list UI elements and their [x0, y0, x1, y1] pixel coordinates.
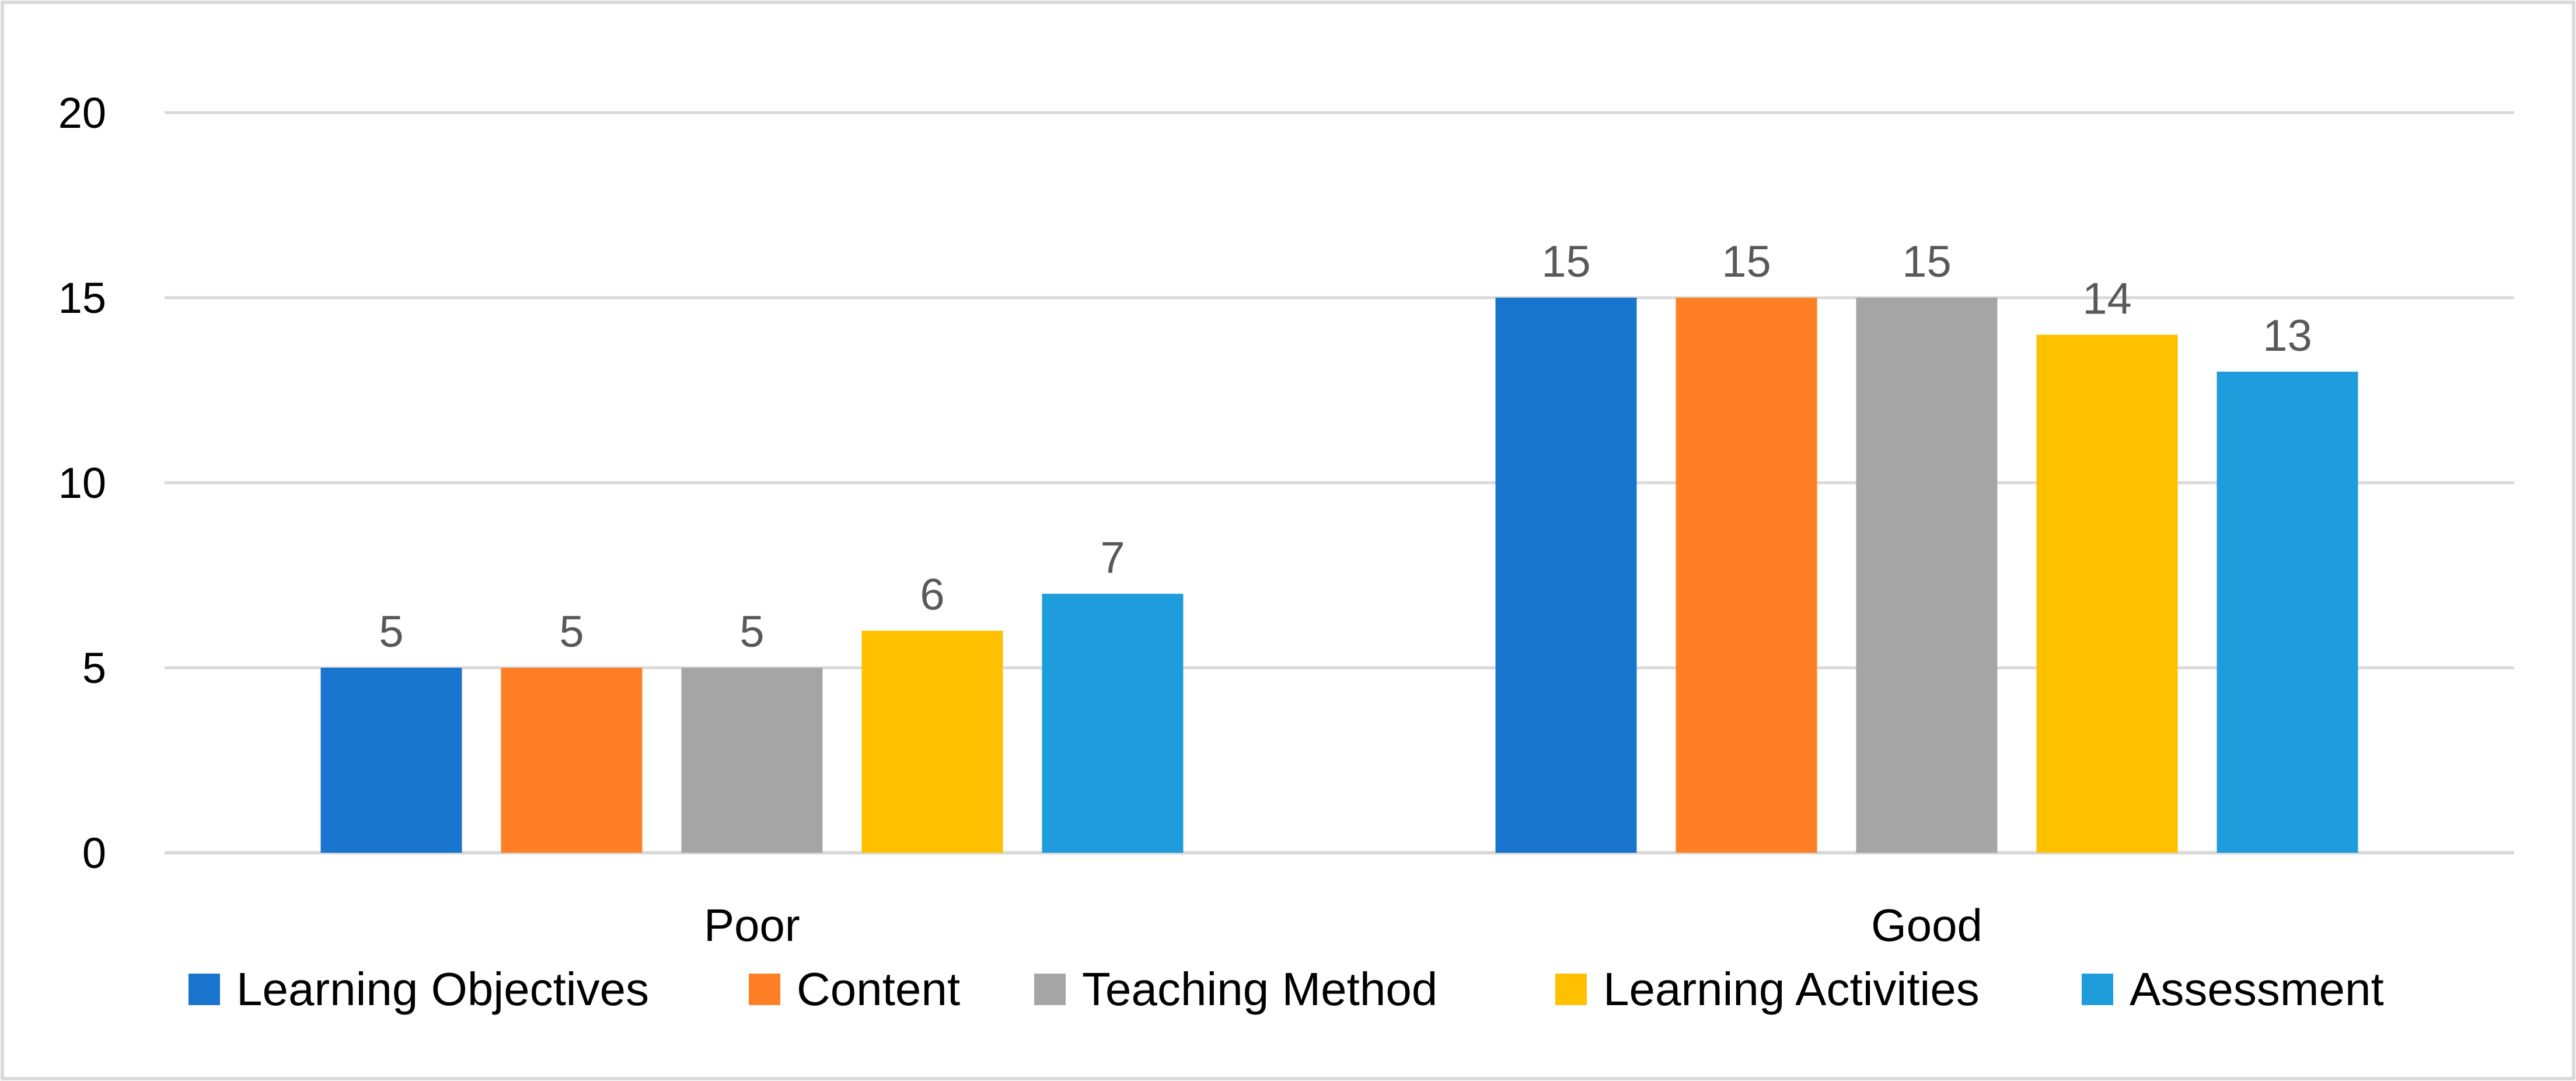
legend-label: Teaching Method [1082, 963, 1437, 1015]
data-label: 5 [739, 607, 764, 657]
legend-swatch [1555, 974, 1587, 1005]
data-label: 13 [2263, 311, 2312, 361]
y-tick-label: 5 [82, 644, 106, 692]
data-label: 5 [379, 607, 403, 657]
category-label: Poor [704, 899, 800, 951]
y-tick-label: 20 [58, 89, 106, 137]
bars [320, 298, 2358, 853]
bar-good-teaching-method [1856, 298, 1998, 853]
bar-good-assessment [2217, 371, 2358, 853]
bar-poor-learning-objectives [320, 668, 462, 853]
data-label: 15 [1722, 237, 1771, 287]
data-label: 15 [1541, 237, 1591, 287]
legend-swatch [2082, 974, 2113, 1005]
data-labels: 5 5 5 6 7 15 15 15 14 13 [379, 237, 2312, 657]
y-axis-tick-labels: 0 5 10 15 20 [58, 89, 106, 877]
legend: Learning Objectives Content Teaching Metho… [189, 963, 2384, 1015]
data-label: 15 [1902, 237, 1952, 287]
legend-swatch [189, 974, 220, 1005]
legend-label: Content [797, 963, 960, 1015]
data-label: 6 [920, 570, 944, 620]
x-axis-category-labels: Poor Good [704, 899, 1982, 951]
bar-poor-learning-activities [861, 630, 1003, 853]
y-tick-label: 0 [82, 829, 106, 877]
bar-good-learning-activities [2036, 334, 2178, 853]
category-label: Good [1871, 899, 1982, 951]
bar-good-learning-objectives [1495, 298, 1637, 853]
legend-swatch [749, 974, 780, 1005]
bar-good-content [1676, 298, 1817, 853]
data-label: 5 [559, 607, 584, 657]
legend-label: Learning Objectives [236, 963, 649, 1015]
bar-poor-teaching-method [681, 668, 823, 853]
y-tick-label: 15 [58, 274, 106, 322]
legend-label: Assessment [2130, 963, 2384, 1015]
bar-poor-content [501, 668, 643, 853]
legend-label: Learning Activities [1603, 963, 1980, 1015]
data-label: 14 [2082, 274, 2132, 323]
bar-poor-assessment [1042, 594, 1184, 853]
y-tick-label: 10 [58, 459, 106, 507]
legend-swatch [1034, 974, 1066, 1005]
data-label: 7 [1100, 533, 1125, 583]
